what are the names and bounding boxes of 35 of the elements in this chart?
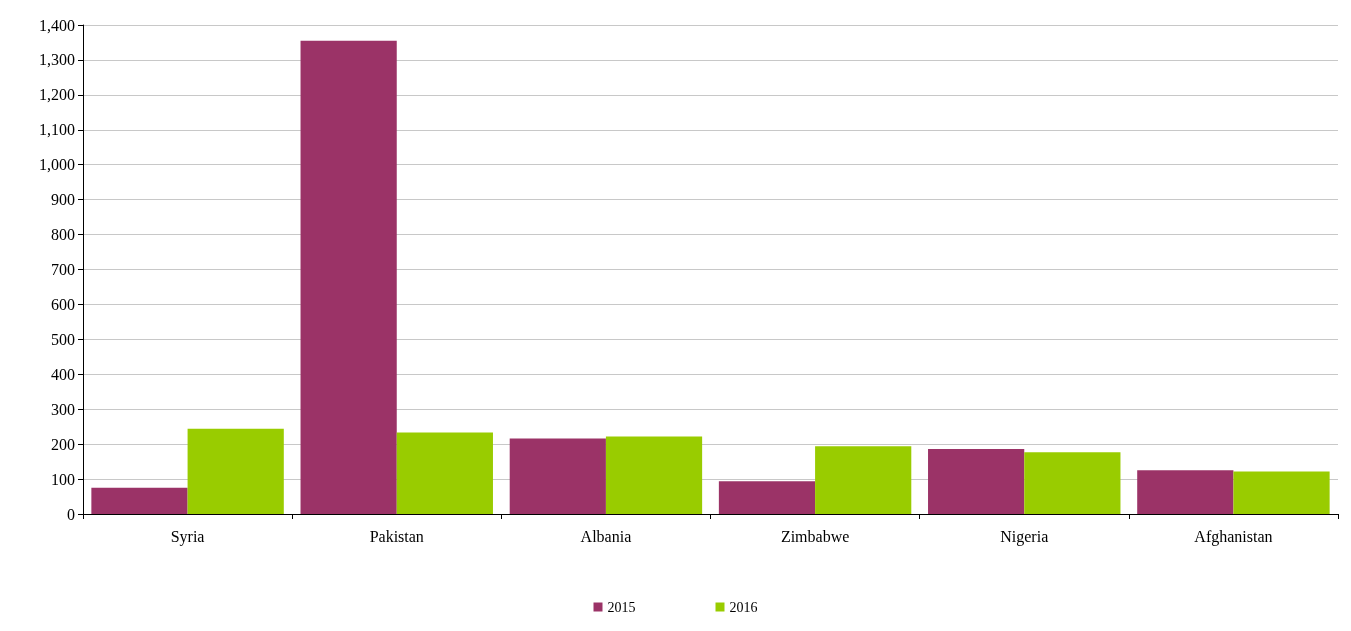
y-tick-label: 900 <box>51 191 75 209</box>
bar <box>1024 452 1121 514</box>
bar <box>396 432 493 514</box>
y-tick-label: 1,200 <box>39 86 75 104</box>
x-tick-label: Afghanistan <box>1194 527 1273 546</box>
y-tick-label: 500 <box>51 330 75 348</box>
legend-label: 2016 <box>729 599 758 615</box>
bar <box>1233 471 1330 514</box>
legend-label: 2015 <box>607 599 636 615</box>
bar <box>187 428 284 514</box>
y-tick-label: 400 <box>51 365 75 383</box>
y-tick-label: 1,100 <box>39 121 75 139</box>
bar <box>91 487 188 514</box>
y-tick-label: 200 <box>51 435 75 453</box>
x-tick-label: Zimbabwe <box>780 527 850 545</box>
y-tick-label: 1,300 <box>39 51 75 69</box>
y-tick-label: 600 <box>51 295 75 313</box>
bar <box>815 446 912 514</box>
y-tick-label: 1,400 <box>39 16 75 34</box>
x-tick-label: Albania <box>580 527 632 545</box>
x-tick-label: Pakistan <box>369 527 424 545</box>
y-tick-label: 0 <box>67 505 75 523</box>
x-tick-label: Syria <box>170 527 205 546</box>
y-tick-label: 100 <box>51 470 75 488</box>
y-tick-label: 800 <box>51 226 75 244</box>
bar <box>718 481 816 514</box>
bar <box>509 438 606 514</box>
bar <box>605 436 703 514</box>
bar <box>928 449 1025 514</box>
y-tick-label: 1,000 <box>39 156 75 174</box>
bar <box>300 40 397 514</box>
y-tick-label: 700 <box>51 261 75 278</box>
bar <box>1137 470 1234 514</box>
x-tick-label: Nigeria <box>1000 527 1049 546</box>
y-tick-label: 300 <box>51 400 75 418</box>
